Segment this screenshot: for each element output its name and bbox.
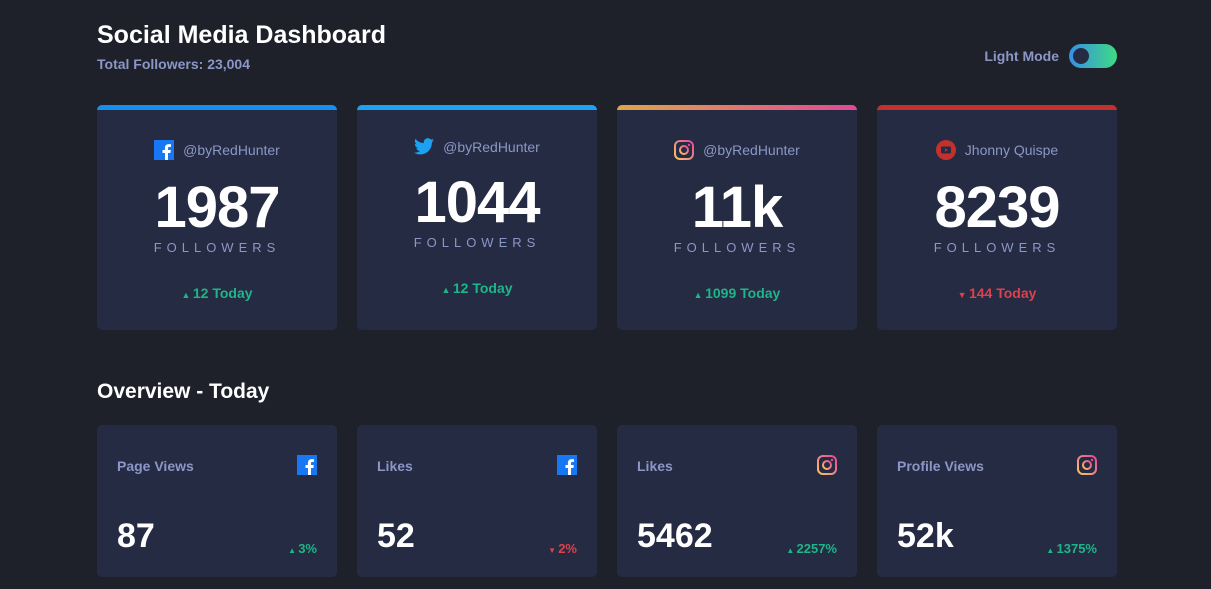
overview-title: Overview - Today: [97, 380, 270, 403]
followers-label: FOLLOWERS: [673, 240, 801, 255]
down-arrow-icon: ▼: [957, 290, 969, 300]
light-mode-label: Light Mode: [984, 48, 1059, 64]
card-top-bar: [357, 105, 597, 110]
follower-card-facebook[interactable]: @byRedHunter 1987 FOLLOWERS ▲ 12 Today: [97, 105, 337, 330]
overview-card[interactable]: Likes 5462 ▲ 2257%: [617, 425, 857, 577]
total-followers: Total Followers: 23,004: [97, 56, 251, 72]
metric-value: 87: [117, 517, 155, 555]
page-title: Social Media Dashboard: [97, 21, 386, 49]
overview-card[interactable]: Likes 52 ▼ 2%: [357, 425, 597, 577]
today-change: 1099 Today: [705, 285, 781, 301]
metric-change: 2%: [558, 541, 577, 556]
light-mode-toggle[interactable]: [1069, 44, 1117, 68]
follower-card-instagram[interactable]: @byRedHunter 11k FOLLOWERS ▲ 1099 Today: [617, 105, 857, 330]
follower-count: 8239: [934, 175, 1060, 240]
handle: @byRedHunter: [703, 142, 800, 158]
handle: @byRedHunter: [183, 142, 280, 158]
up-arrow-icon: ▲: [1046, 546, 1057, 555]
metric-title: Page Views: [117, 458, 194, 474]
up-arrow-icon: ▲: [693, 290, 706, 300]
metric-value: 5462: [637, 517, 713, 555]
metric-value: 52: [377, 517, 415, 555]
handle: Jhonny Quispe: [964, 142, 1059, 158]
up-arrow-icon: ▲: [181, 290, 193, 300]
follower-count: 1044: [414, 170, 540, 235]
today-change: 12 Today: [192, 285, 253, 301]
followers-label: FOLLOWERS: [933, 240, 1061, 255]
metric-title: Likes: [637, 458, 673, 474]
card-top-bar: [877, 105, 1117, 110]
instagram-icon: [817, 455, 837, 475]
up-arrow-icon: ▲: [288, 546, 299, 555]
up-arrow-icon: ▲: [786, 546, 797, 555]
metric-value: 52k: [897, 517, 954, 555]
metric-title: Likes: [377, 458, 413, 474]
metric-title: Profile Views: [897, 458, 984, 474]
today-change: 12 Today: [452, 280, 513, 296]
overview-card[interactable]: Page Views 87 ▲ 3%: [97, 425, 337, 577]
metric-change: 1375%: [1056, 541, 1097, 556]
follower-card-youtube[interactable]: Jhonny Quispe 8239 FOLLOWERS ▼ 144 Today: [877, 105, 1117, 330]
metric-change: 3%: [298, 541, 317, 556]
follower-card-twitter[interactable]: @byRedHunter 1044 FOLLOWERS ▲ 12 Today: [357, 105, 597, 330]
metric-change: 2257%: [796, 541, 837, 556]
facebook-icon: [154, 140, 175, 160]
instagram-icon: [674, 140, 695, 160]
follower-count: 11k: [691, 175, 784, 240]
followers-label: FOLLOWERS: [153, 240, 281, 255]
overview-card[interactable]: Profile Views 52k ▲ 1375%: [877, 425, 1117, 577]
up-arrow-icon: ▲: [441, 285, 453, 295]
down-arrow-icon: ▼: [548, 546, 559, 555]
follower-count: 1987: [154, 175, 280, 240]
card-top-bar: [617, 105, 857, 110]
instagram-icon: [1077, 455, 1097, 475]
twitter-icon: [414, 138, 435, 155]
followers-label: FOLLOWERS: [413, 235, 541, 250]
theme-toggle-group: Light Mode: [984, 44, 1117, 68]
youtube-icon: [935, 140, 956, 160]
facebook-icon: [297, 455, 317, 475]
today-change: 144 Today: [968, 285, 1037, 301]
card-top-bar: [97, 105, 337, 110]
facebook-icon: [557, 455, 577, 475]
handle: @byRedHunter: [443, 138, 540, 155]
